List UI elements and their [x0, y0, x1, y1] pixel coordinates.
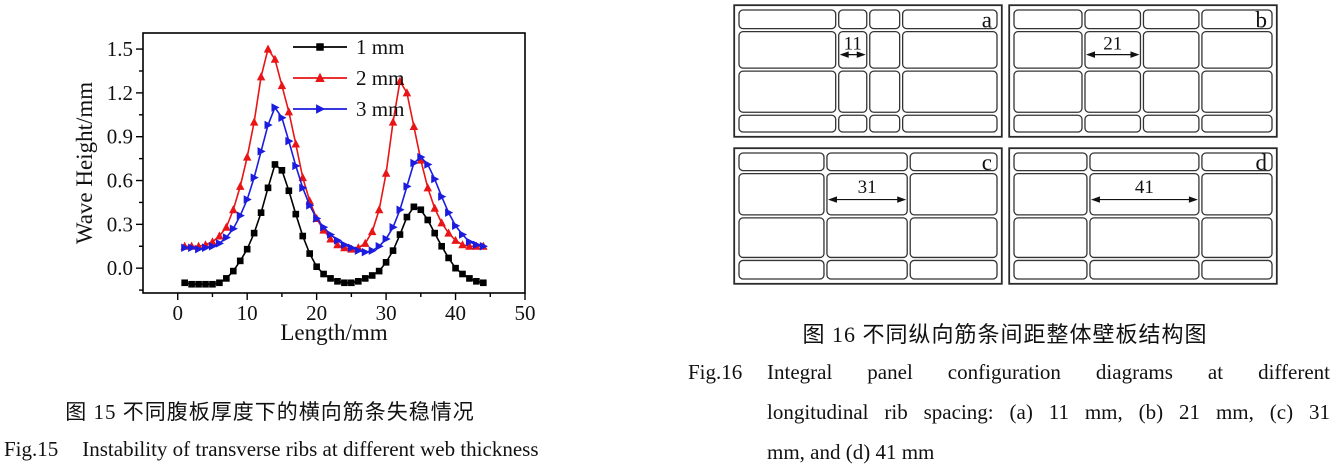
- panel-c-dim-value: 31: [858, 177, 877, 198]
- panel-b-label: b: [1256, 7, 1268, 32]
- panel-b-dim-value: 21: [1103, 34, 1122, 55]
- panel-b-svg: b 21: [1008, 4, 1278, 138]
- fig15-caption-en: Fig.15 Instability of transverse ribs at …: [4, 437, 654, 462]
- panel-d-dim-value: 41: [1135, 177, 1154, 198]
- series-1mm: [181, 161, 487, 288]
- legend-label-1mm: 1 mm: [356, 35, 404, 59]
- svg-text:0.6: 0.6: [107, 169, 133, 193]
- fig15-caption-en-label: Fig.15: [4, 437, 59, 461]
- fig16-caption-en-label: Fig.16: [688, 360, 743, 384]
- panel-b-diagram: b 21: [1008, 4, 1278, 138]
- panel-a-diagram: a 11: [733, 4, 1003, 138]
- fig16-caption-en: Fig.16 Integral panel configuration diag…: [688, 352, 1330, 472]
- panel-d-label: d: [1256, 150, 1268, 175]
- svg-text:40: 40: [445, 301, 466, 325]
- svg-text:50: 50: [515, 301, 536, 325]
- fig16-caption-en-lines: Integral panel configuration diagrams at…: [767, 352, 1330, 472]
- svg-text:1.5: 1.5: [107, 37, 133, 61]
- svg-text:20: 20: [306, 301, 327, 325]
- fig16-caption-zh: 图 16 不同纵向筋条间距整体壁板结构图: [802, 322, 1208, 347]
- fig15-section: 0 10 20 30 40 50 0.0 0.3 0.6 0.9 1.2 1.5 Length/mm Wa…: [0, 0, 660, 350]
- panel-a-dim-value: 11: [844, 34, 862, 55]
- svg-text:0.9: 0.9: [107, 125, 133, 149]
- chart-axes: 0 10 20 30 40 50 0.0 0.3 0.6 0.9 1.2 1.5 Length/mm Wa…: [72, 32, 536, 345]
- x-axis-label: Length/mm: [280, 320, 387, 345]
- svg-text:0.0: 0.0: [107, 256, 133, 280]
- fig16-caption-line-2: longitudinal rib spacing: (a) 11 mm, (b)…: [767, 400, 1330, 424]
- fig15-caption-zh: 图 15 不同腹板厚度下的横向筋条失稳情况: [65, 400, 475, 424]
- panel-c-svg: c 31: [733, 147, 1003, 285]
- svg-text:0.3: 0.3: [107, 212, 133, 236]
- svg-text:10: 10: [237, 301, 258, 325]
- panel-c-label: c: [982, 150, 992, 175]
- fig15-caption-en-text: Instability of transverse ribs at differ…: [82, 437, 539, 461]
- fig15-line-chart: 0 10 20 30 40 50 0.0 0.3 0.6 0.9 1.2 1.5 Length/mm Wa…: [72, 32, 536, 345]
- panel-c-diagram: c 31: [733, 147, 1003, 285]
- fig16-caption-line-3: mm, and (d) 41 mm: [767, 440, 935, 464]
- legend-label-2mm: 2 mm: [356, 66, 404, 90]
- panel-d-svg: d 41: [1008, 147, 1278, 285]
- panel-a-svg: a 11: [733, 4, 1003, 138]
- legend-label-3mm: 3 mm: [356, 97, 404, 121]
- panel-a-label: a: [982, 7, 992, 32]
- series-3mm: [181, 103, 488, 257]
- series-2mm: [180, 44, 488, 253]
- fig16-caption-line-1: Integral panel configuration diagrams at…: [767, 360, 1330, 384]
- svg-text:30: 30: [376, 301, 397, 325]
- chart-legend: 1 mm 2 mm 3 mm: [293, 35, 404, 121]
- panel-d-diagram: d 41: [1008, 147, 1278, 285]
- svg-text:1.2: 1.2: [107, 81, 133, 105]
- svg-text:0: 0: [172, 301, 183, 325]
- y-axis-label: Wave Height/mm: [72, 82, 97, 244]
